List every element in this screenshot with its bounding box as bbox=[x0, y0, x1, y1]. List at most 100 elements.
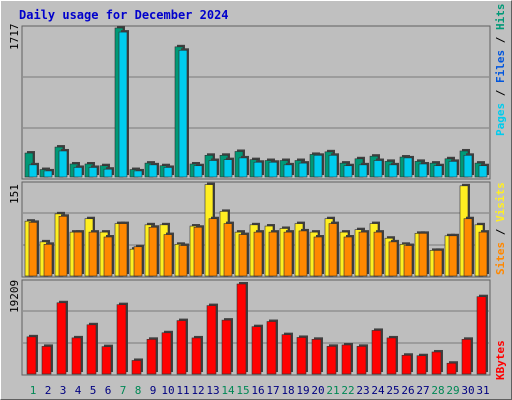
kbytes-bar bbox=[416, 353, 428, 375]
sites-bar bbox=[118, 221, 129, 277]
kbytes-bar bbox=[461, 337, 473, 375]
sites-bar-face bbox=[88, 231, 98, 277]
kbytes-bar bbox=[341, 342, 353, 375]
day-label: 13 bbox=[206, 384, 219, 397]
sites-bar-face bbox=[223, 223, 233, 277]
files-bar bbox=[298, 161, 309, 178]
files-bar-face bbox=[448, 161, 458, 178]
files-bar-face bbox=[433, 165, 443, 178]
sites-bar bbox=[313, 235, 324, 277]
files-bar-face bbox=[223, 159, 233, 178]
sites-bar bbox=[388, 239, 399, 277]
day-label: 3 bbox=[60, 384, 67, 397]
kbytes-bar-face bbox=[71, 337, 82, 375]
day-label: 24 bbox=[371, 384, 385, 397]
sites-ymax-label: 151 bbox=[8, 184, 21, 204]
legend-visits: Visits bbox=[494, 182, 507, 222]
day-label: 25 bbox=[386, 384, 399, 397]
day-label: 31 bbox=[476, 384, 489, 397]
sites-bar-face bbox=[43, 244, 53, 277]
day-label: 15 bbox=[236, 384, 249, 397]
kbytes-bar bbox=[131, 358, 143, 375]
kbytes-bar bbox=[401, 353, 413, 375]
files-bar-face bbox=[133, 170, 143, 178]
sites-bar bbox=[343, 235, 354, 277]
sites-bar-face bbox=[403, 245, 413, 277]
kbytes-bar bbox=[161, 330, 173, 375]
files-bar bbox=[133, 168, 144, 178]
kbytes-bar-face bbox=[131, 360, 142, 375]
sites-bar bbox=[433, 248, 444, 277]
kbytes-bar bbox=[116, 302, 128, 375]
sites-bar bbox=[163, 232, 174, 277]
kbytes-ymax-label: 19209 bbox=[8, 280, 21, 313]
kbytes-bar bbox=[26, 334, 38, 375]
files-bar-face bbox=[253, 161, 263, 178]
kbytes-bar bbox=[146, 337, 158, 375]
sites-bar-face bbox=[208, 218, 218, 277]
kbytes-bar-face bbox=[356, 346, 367, 375]
kbytes-bar bbox=[176, 318, 188, 375]
kbytes-bar bbox=[71, 335, 83, 375]
day-label: 12 bbox=[191, 384, 204, 397]
sites-bar bbox=[43, 242, 54, 277]
files-bar-face bbox=[373, 160, 383, 178]
kbytes-bar bbox=[101, 344, 113, 375]
files-bar bbox=[448, 159, 459, 178]
files-bar-face bbox=[43, 170, 53, 178]
sites-bar-face bbox=[298, 230, 308, 277]
kbytes-bar-face bbox=[101, 346, 112, 375]
chart-title: Daily usage for December 2024 bbox=[19, 8, 229, 22]
sites-bar-face bbox=[343, 236, 353, 277]
files-bar bbox=[103, 167, 114, 178]
sites-bar bbox=[223, 221, 234, 277]
sites-bar-face bbox=[238, 234, 248, 277]
day-label: 23 bbox=[356, 384, 369, 397]
sites-bar-face bbox=[448, 235, 458, 277]
kbytes-bar-face bbox=[41, 346, 52, 375]
kbytes-bar bbox=[56, 300, 68, 375]
hits-ymax-label: 1717 bbox=[8, 24, 21, 51]
files-bar-face bbox=[343, 165, 353, 178]
kbytes-bar-face bbox=[281, 334, 292, 375]
day-label: 6 bbox=[105, 384, 112, 397]
files-bar-face bbox=[73, 167, 83, 178]
kbytes-bar-face bbox=[386, 337, 397, 375]
sites-bar-face bbox=[28, 222, 38, 277]
sites-bar bbox=[448, 233, 459, 277]
sites-bar bbox=[238, 232, 249, 277]
files-bar-face bbox=[193, 165, 203, 178]
kbytes-bar-face bbox=[266, 321, 277, 375]
files-bar bbox=[28, 162, 39, 178]
sites-bar-face bbox=[328, 223, 338, 277]
kbytes-bar-face bbox=[296, 337, 307, 375]
day-label: 1 bbox=[30, 384, 37, 397]
kbytes-bar bbox=[446, 361, 458, 375]
kbytes-bar-face bbox=[116, 304, 127, 375]
kbytes-bar-face bbox=[251, 326, 262, 375]
kbytes-bar bbox=[431, 349, 443, 375]
day-label: 2 bbox=[45, 384, 52, 397]
kbytes-bar-face bbox=[176, 320, 187, 375]
files-bar-face bbox=[118, 31, 128, 178]
sites-bar-face bbox=[268, 231, 278, 277]
kbytes-bar bbox=[251, 324, 263, 375]
day-label: 16 bbox=[251, 384, 264, 397]
sites-bar bbox=[358, 230, 369, 277]
files-bar bbox=[73, 165, 84, 178]
kbytes-bar-face bbox=[221, 319, 232, 375]
files-bar-face bbox=[163, 167, 173, 178]
kbytes-bar bbox=[191, 335, 203, 375]
kbytes-bar-face bbox=[476, 296, 487, 375]
day-label: 17 bbox=[266, 384, 279, 397]
sites-bar bbox=[463, 216, 474, 277]
kbytes-bar-face bbox=[461, 339, 472, 375]
sites-bar-face bbox=[148, 226, 158, 277]
sites-bar-face bbox=[178, 245, 188, 277]
files-bar bbox=[343, 163, 354, 178]
kbytes-bar-face bbox=[311, 339, 322, 375]
legend-hits: Hits bbox=[494, 4, 507, 31]
kbytes-bar-face bbox=[416, 355, 427, 375]
kbytes-bar bbox=[86, 322, 98, 375]
